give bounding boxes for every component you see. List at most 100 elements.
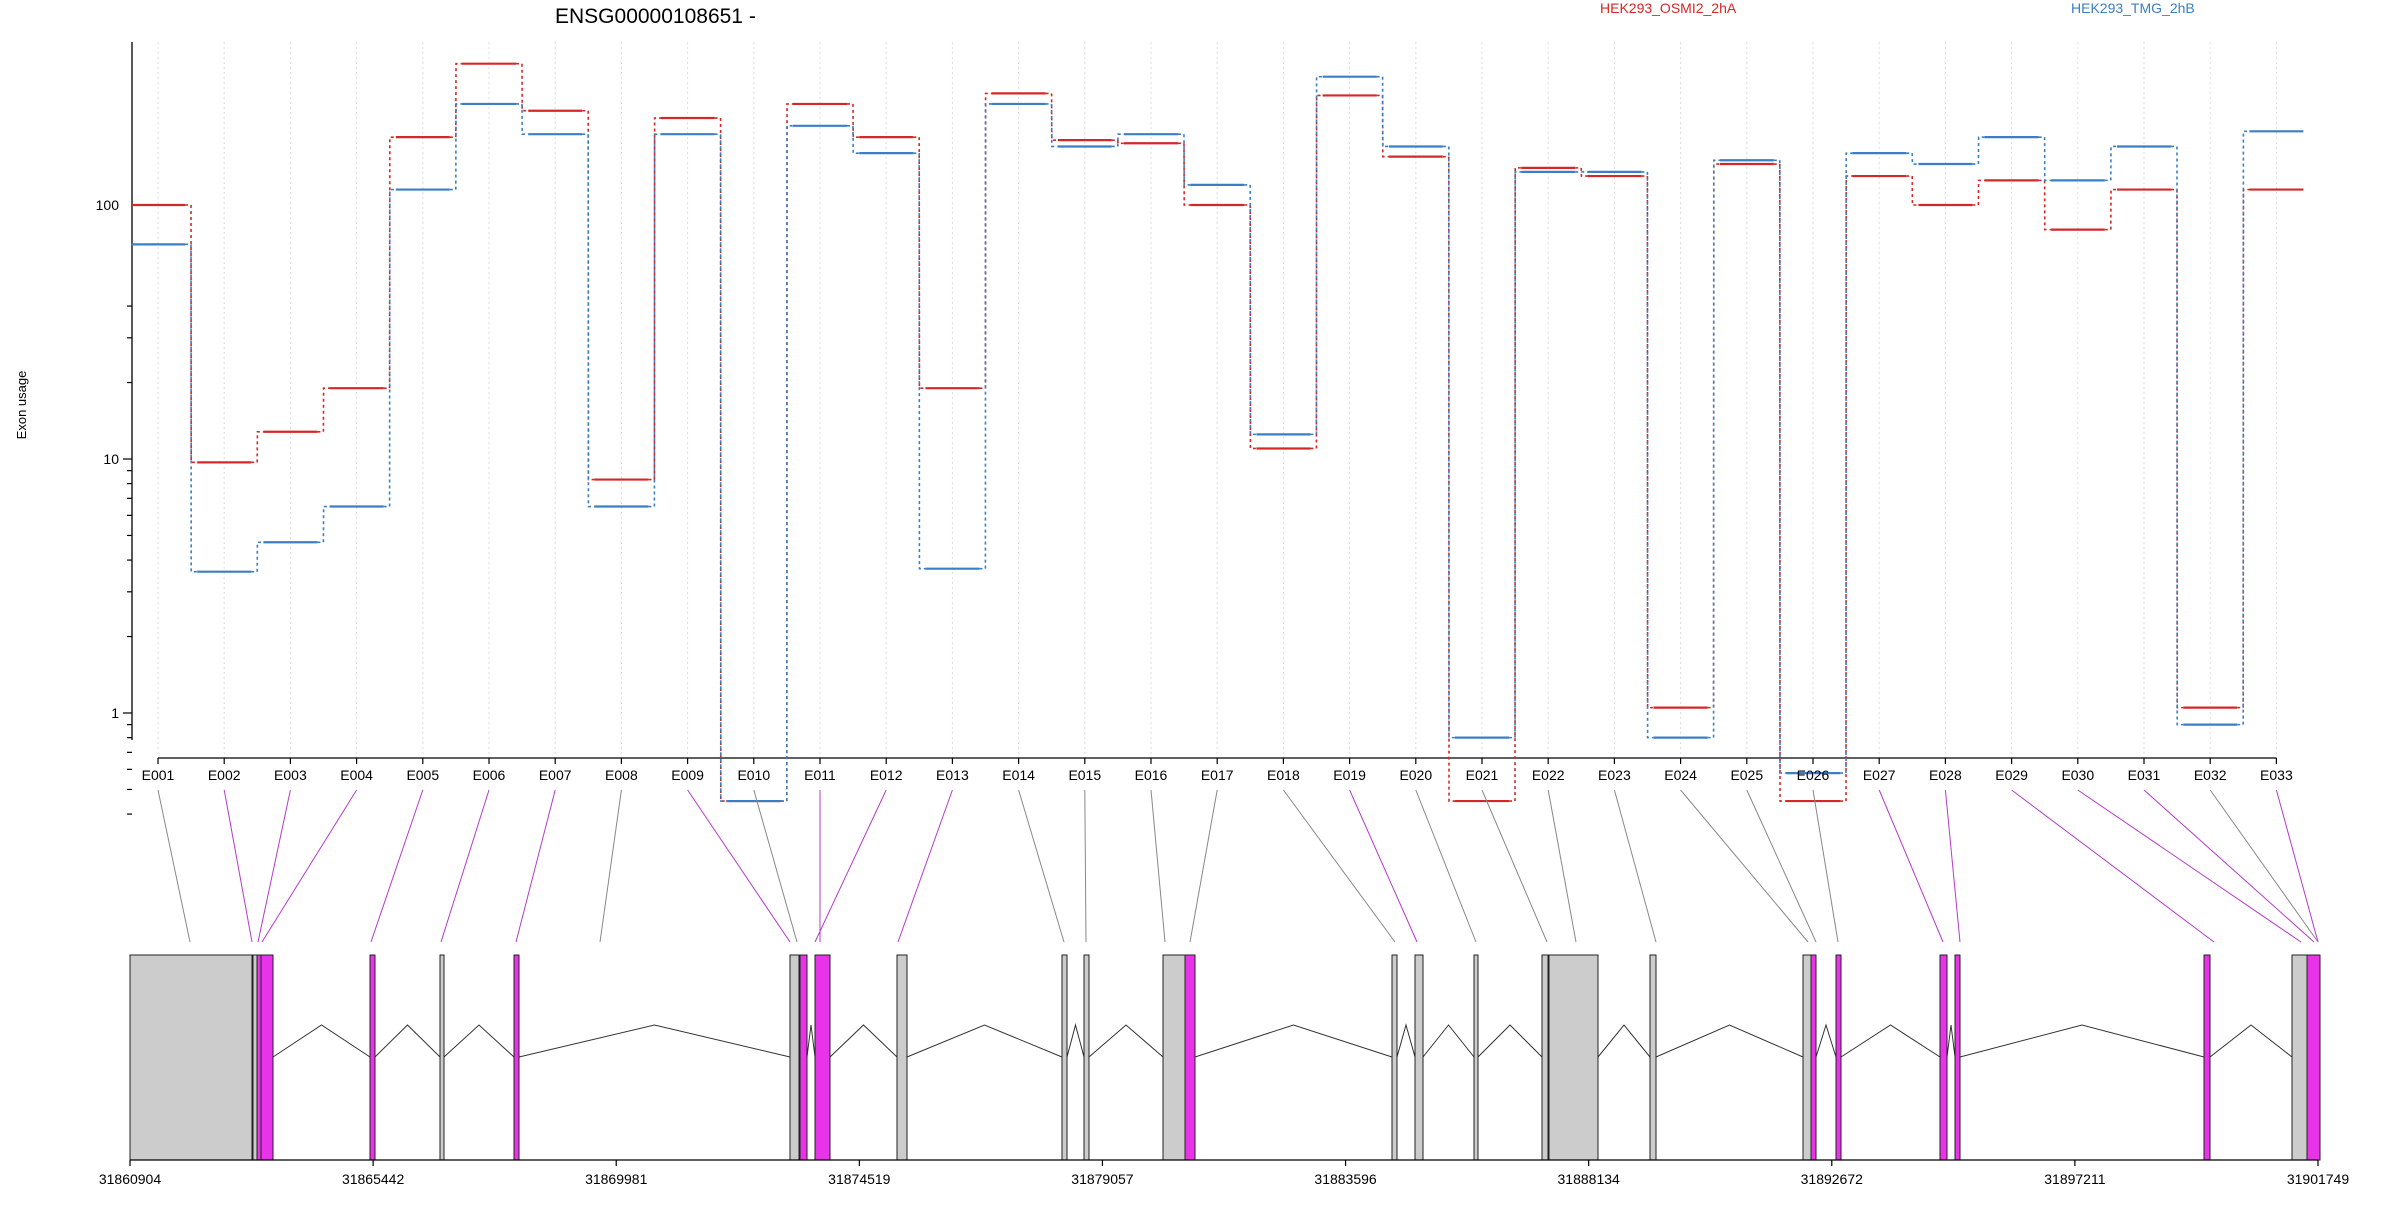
series-connector	[582, 133, 595, 508]
x-tick-label-e013: E013	[936, 767, 969, 783]
exon-block	[1061, 954, 1068, 1161]
exon-block-significant	[513, 954, 520, 1161]
x-tick-label-e017: E017	[1201, 767, 1234, 783]
x-tick-label-e008: E008	[605, 767, 638, 783]
exon-connector-e004	[261, 789, 358, 943]
exon-block	[1414, 954, 1424, 1161]
series-connector	[847, 125, 860, 154]
exon-connector-e003	[257, 789, 291, 943]
exon-connector-e026	[1812, 789, 1839, 943]
series-connector	[1641, 175, 1654, 709]
x-tick-label-e030: E030	[2061, 767, 2094, 783]
series-connector	[1244, 204, 1257, 450]
exon-connector-e031	[2143, 789, 2315, 943]
exon-block	[1649, 954, 1657, 1161]
series-connector	[516, 103, 529, 135]
series-connector	[2104, 145, 2117, 182]
x-tick-label-e023: E023	[1598, 767, 1631, 783]
series-connector	[1509, 171, 1522, 739]
exon-block-significant	[1939, 954, 1948, 1161]
intron	[1194, 1024, 1393, 1058]
series-connector	[2104, 188, 2117, 231]
series-connector	[185, 243, 198, 573]
series-connector	[913, 152, 926, 570]
series-connector	[913, 136, 926, 389]
genome-tick-label: 31865442	[342, 1171, 405, 1187]
series-connector	[1575, 167, 1588, 177]
exon-connector-e014	[1018, 789, 1065, 943]
series-connector	[383, 136, 396, 389]
exon-connector-e017	[1189, 789, 1218, 943]
exon-connector-e022	[1547, 789, 1577, 943]
exon-block	[1473, 954, 1479, 1161]
exon-connector-e015	[1084, 789, 1087, 943]
genome-tick-label: 31879057	[1071, 1171, 1134, 1187]
genome-tick-label: 31901749	[2287, 1171, 2350, 1187]
exon-block	[1802, 954, 1812, 1161]
intron	[1959, 1024, 2205, 1058]
exon-connector-e024	[1680, 789, 1809, 943]
grid-layer	[157, 42, 2277, 758]
x-tick-label-e010: E010	[737, 767, 770, 783]
x-tick-label-e020: E020	[1399, 767, 1432, 783]
series-connector	[1442, 155, 1455, 802]
exon-block-significant	[2306, 954, 2321, 1161]
exon-block	[1162, 954, 1186, 1161]
exon-block-significant	[1810, 954, 1817, 1161]
x-tick-label-e029: E029	[1995, 767, 2028, 783]
x-tick-label-e018: E018	[1267, 767, 1300, 783]
chart-title: ENSG00000108651 -	[555, 5, 756, 28]
x-tick-label-e022: E022	[1532, 767, 1565, 783]
series-connector	[1111, 133, 1124, 148]
x-tick-label-e004: E004	[340, 767, 373, 783]
intron	[806, 1024, 816, 1058]
intron	[443, 1024, 515, 1058]
intron	[1597, 1024, 1651, 1058]
exon-connector-e006	[440, 789, 490, 943]
intron	[1815, 1023, 1837, 1058]
exon-connector-e032	[2209, 789, 2319, 943]
series-connector	[251, 541, 264, 573]
series-connector	[1376, 75, 1389, 148]
x-tick-label-e003: E003	[274, 767, 307, 783]
x-tick-label-e006: E006	[473, 767, 506, 783]
x-tick-label-e016: E016	[1135, 767, 1168, 783]
exon-block-significant	[369, 954, 376, 1161]
exon-block	[439, 954, 445, 1161]
genome-tick-label: 31892672	[1801, 1171, 1864, 1187]
exon-connector-e019	[1349, 789, 1418, 943]
series-connector	[1244, 184, 1257, 436]
intron	[1396, 1023, 1416, 1058]
series-connector	[251, 430, 264, 464]
exon-connector-e002	[223, 789, 253, 943]
series-connector	[714, 133, 727, 802]
series-connector	[516, 62, 529, 112]
genome-tick-label: 31897211	[2044, 1171, 2105, 1187]
x-tick-label-e001: E001	[142, 767, 175, 783]
intron	[1655, 1024, 1804, 1058]
genome-tick-label: 31874519	[828, 1171, 891, 1187]
series-connector	[1840, 152, 1853, 774]
series-connector	[1509, 167, 1522, 802]
intron	[272, 1024, 371, 1058]
intron	[1946, 1024, 1956, 1058]
series-2	[131, 75, 2304, 803]
x-tick-label-e019: E019	[1333, 767, 1366, 783]
x-tick-label-e031: E031	[2128, 767, 2161, 783]
series-connector	[2171, 145, 2184, 726]
exon-connector-e028	[1944, 789, 1961, 943]
legend-series-1: HEK293_OSMI2_2hA	[1600, 0, 1737, 16]
series-connector	[1178, 133, 1191, 186]
exon-block-significant	[1954, 954, 1961, 1161]
series-connector	[1906, 175, 1919, 206]
exon-block	[129, 954, 253, 1161]
genome-tick-label: 31888134	[1558, 1171, 1621, 1187]
x-tick-label-e032: E032	[2194, 767, 2227, 783]
x-tick-label-e028: E028	[1929, 767, 1962, 783]
series-connector	[780, 125, 793, 802]
exon-connector-e009	[687, 789, 791, 943]
series-connector	[1442, 145, 1455, 739]
exon-block	[1541, 954, 1549, 1161]
intron	[906, 1024, 1063, 1058]
